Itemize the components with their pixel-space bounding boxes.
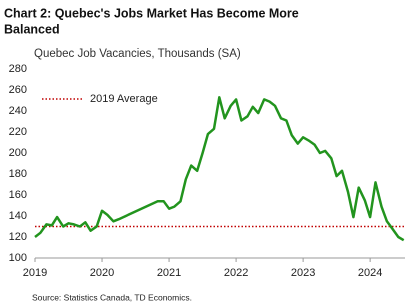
y-tick-label: 240 — [9, 105, 27, 117]
y-tick-label: 220 — [9, 126, 27, 138]
y-tick-label: 160 — [9, 189, 27, 201]
data-line — [34, 96, 405, 242]
x-tick-label: 2021 — [157, 267, 181, 279]
chart-subtitle: Quebec Job Vacancies, Thousands (SA) — [34, 48, 241, 60]
chart-title: Balanced — [4, 22, 60, 36]
y-tick-label: 200 — [9, 147, 27, 159]
x-tick-label: 2022 — [224, 267, 248, 279]
y-tick-label: 120 — [9, 231, 27, 243]
x-tick-label: 2023 — [291, 267, 315, 279]
legend-label: 2019 Average — [90, 93, 158, 105]
y-tick-label: 100 — [9, 252, 27, 264]
x-tick-label: 2024 — [358, 267, 382, 279]
y-tick-label: 260 — [9, 84, 27, 96]
y-tick-label: 140 — [9, 210, 27, 222]
x-tick-label: 2020 — [90, 267, 114, 279]
y-tick-label: 280 — [9, 63, 27, 75]
x-tick-label: 2019 — [23, 267, 47, 279]
chart-title: Chart 2: Quebec's Jobs Market Has Become… — [4, 6, 299, 20]
y-tick-label: 180 — [9, 168, 27, 180]
source-note: Source: Statistics Canada, TD Economics. — [32, 292, 192, 302]
